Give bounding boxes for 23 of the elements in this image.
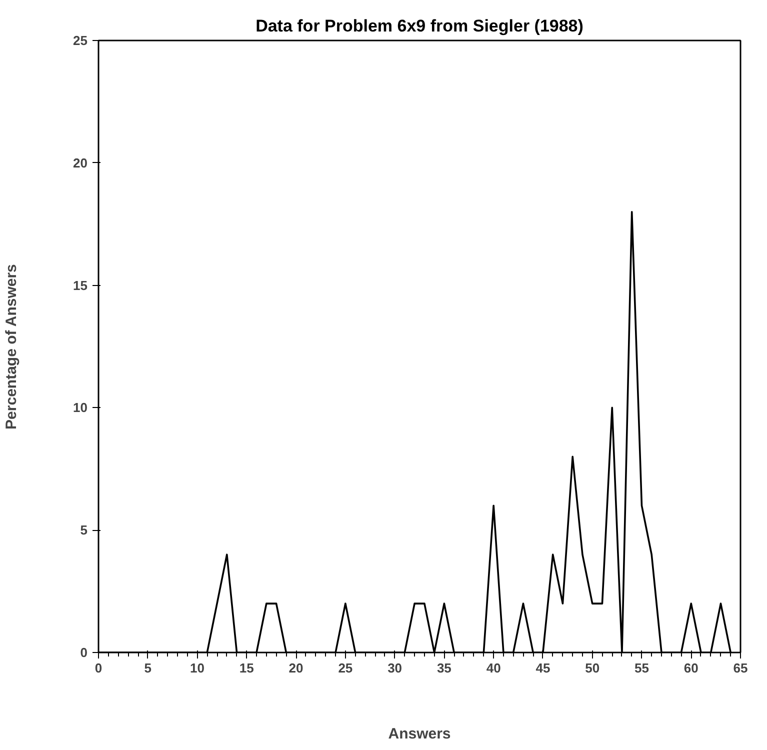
x-tick-label: 0 xyxy=(94,660,102,676)
y-tick-label: 5 xyxy=(80,522,88,538)
x-tick-label: 5 xyxy=(144,660,152,676)
y-axis-title: Percentage of Answers xyxy=(3,264,20,430)
x-tick-label: 55 xyxy=(634,660,649,676)
x-tick-label: 15 xyxy=(239,660,254,676)
y-tick-label: 25 xyxy=(73,33,88,48)
y-tick-label: 0 xyxy=(80,645,88,660)
x-tick-label: 40 xyxy=(486,660,501,676)
x-tick-label: 45 xyxy=(536,660,550,676)
x-axis-title: Answers xyxy=(388,726,451,742)
x-tick-label: 35 xyxy=(436,660,452,676)
y-tick-label: 15 xyxy=(73,278,88,293)
x-tick-label: 60 xyxy=(684,660,698,676)
chart-title: Data for Problem 6x9 from Siegler (1988) xyxy=(256,16,584,36)
x-tick-label: 30 xyxy=(388,660,402,676)
x-tick-label: 50 xyxy=(585,660,600,676)
x-tick-label: 20 xyxy=(288,660,304,676)
y-tick-label: 10 xyxy=(73,400,88,416)
y-tick-label: 20 xyxy=(73,155,88,170)
x-tick-label: 25 xyxy=(338,660,353,676)
x-tick-label: 65 xyxy=(733,660,748,676)
x-tick-label: 10 xyxy=(190,660,205,676)
